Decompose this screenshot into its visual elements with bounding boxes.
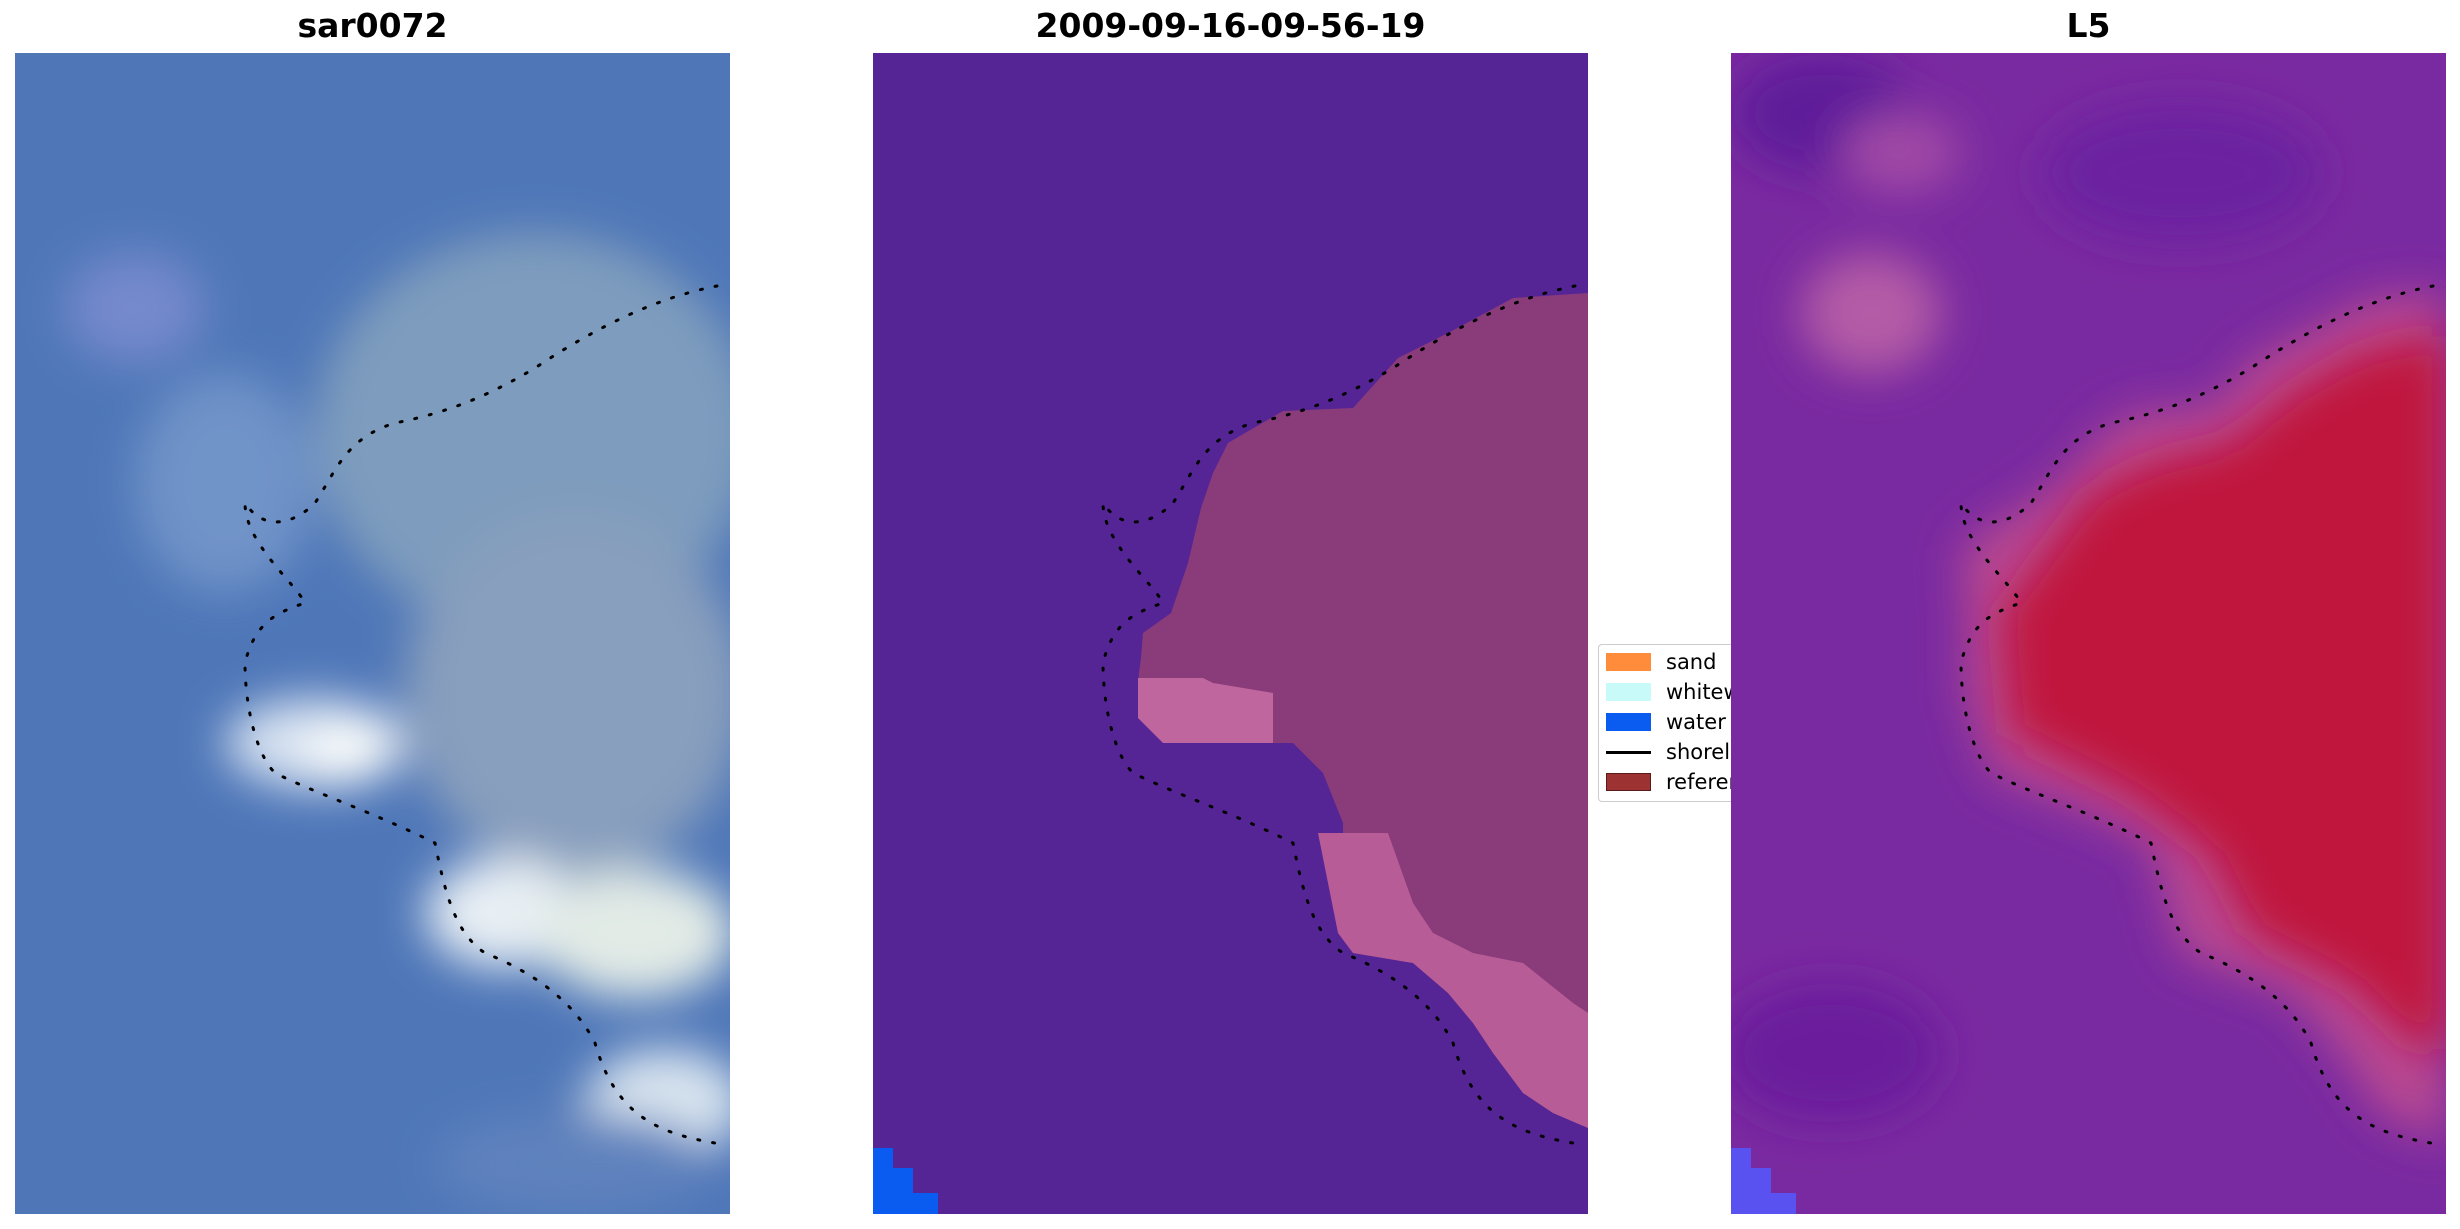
panel-title-classification: 2009-09-16-09-56-19 <box>1035 6 1426 45</box>
water-patch <box>873 1148 938 1214</box>
shoreline-line-swatch <box>1606 750 1651 754</box>
shoreline-dots <box>1959 284 2435 1145</box>
water-patch <box>1731 1148 1796 1214</box>
sand-swatch <box>1606 653 1651 671</box>
legend-label-reference-shoreline: reference shoreline <box>1666 770 1731 794</box>
rgb-image-panel <box>15 53 730 1214</box>
mndwi-panel <box>1731 53 2446 1214</box>
whitewater-swatch <box>1606 683 1651 701</box>
panel-title-mndwi: L5 <box>2066 6 2111 45</box>
legend-item-reference-shoreline: reference shoreline <box>1606 769 1731 795</box>
shoreline-dots <box>243 284 719 1145</box>
legend-label-water: water <box>1666 710 1726 734</box>
mndwi-image <box>1731 53 2446 1214</box>
sand-bright-band <box>1318 833 1588 1128</box>
legend-item-sand: sand <box>1606 649 1716 675</box>
legend-label-shoreline: shoreline <box>1666 740 1731 764</box>
classification-image <box>873 53 1588 1214</box>
reference-shoreline-swatch <box>1606 773 1651 791</box>
rgb-image <box>15 53 730 1214</box>
legend-item-shoreline: shoreline <box>1606 739 1731 765</box>
legend-item-water: water <box>1606 709 1726 735</box>
classification-panel <box>873 53 1588 1214</box>
panel-title-rgb: sar0072 <box>297 6 448 45</box>
shoreline-dots <box>1101 284 1577 1145</box>
sand-region <box>1138 293 1588 1128</box>
sand-bright-patch <box>1138 678 1273 743</box>
water-swatch <box>1606 713 1651 731</box>
legend-label-sand: sand <box>1666 650 1717 674</box>
